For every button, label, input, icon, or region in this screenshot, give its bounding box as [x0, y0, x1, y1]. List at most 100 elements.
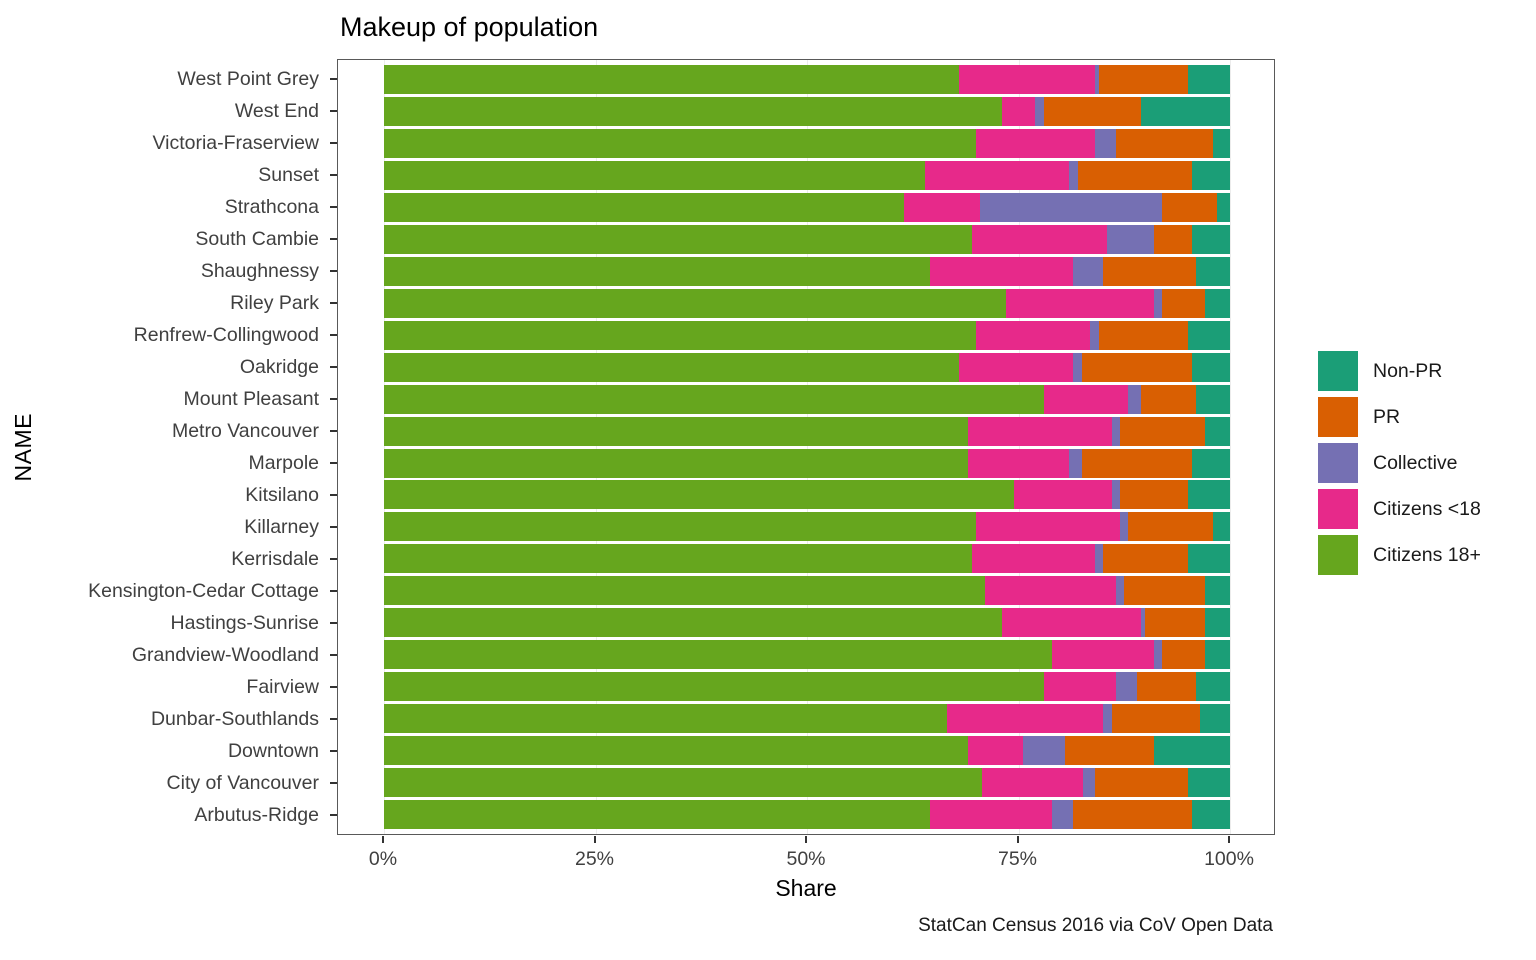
bar-segment-collective — [1094, 129, 1116, 159]
y-tick-mark — [330, 302, 337, 304]
y-tick-cell — [330, 543, 337, 575]
bar-segment-citizens-18 — [904, 193, 981, 223]
bar-segment-collective — [1052, 799, 1074, 829]
bar-row — [384, 287, 1230, 319]
stacked-bar — [384, 288, 1230, 318]
bar-row — [384, 798, 1230, 830]
legend-key-citizens-18 — [1318, 489, 1358, 529]
y-tick-mark — [330, 558, 337, 560]
stacked-bar — [384, 608, 1230, 638]
bar-segment-collective — [1153, 288, 1163, 318]
y-tick-cell — [330, 159, 337, 191]
bar-segment-collective — [980, 193, 1163, 223]
y-axis-label: Kensington-Cedar Cottage — [88, 579, 319, 602]
y-axis-label: City of Vancouver — [166, 771, 319, 794]
bar-segment-non-pr — [1196, 671, 1230, 701]
y-tick-cell — [330, 191, 337, 223]
bar-segment-non-pr — [1191, 161, 1230, 191]
stacked-bar — [384, 544, 1230, 574]
stacked-bar — [384, 512, 1230, 542]
x-tick-mark — [1016, 836, 1019, 843]
bar-row — [384, 511, 1230, 543]
y-tick-cell — [330, 735, 337, 767]
bar-segment-non-pr — [1213, 512, 1230, 542]
bar-segment-citizens-18 — [384, 767, 982, 797]
bar-segment-non-pr — [1191, 225, 1230, 255]
y-axis-label: Dunbar-Southlands — [150, 707, 319, 730]
y-tick-cell — [330, 287, 337, 319]
bar-segment-citizens-18 — [384, 193, 905, 223]
bar-segment-citizens-18 — [384, 544, 972, 574]
bar-segment-non-pr — [1187, 320, 1230, 350]
legend-item-citizens-18: Citizens 18+ — [1318, 535, 1481, 575]
bar-segment-citizens-18 — [929, 256, 1074, 286]
y-axis-label: Hastings-Sunrise — [170, 611, 319, 634]
bar-segment-citizens-18 — [384, 608, 1002, 638]
bar-segment-citizens-18 — [981, 767, 1083, 797]
legend-label: Collective — [1373, 451, 1458, 474]
bar-segment-non-pr — [1187, 480, 1230, 510]
bar-row — [384, 543, 1230, 575]
y-axis-label: Shaughnessy — [200, 259, 319, 282]
bar-segment-citizens-18 — [1001, 97, 1036, 127]
chart-title: Makeup of population — [340, 12, 599, 42]
grid-line — [384, 60, 385, 834]
bar-segment-collective — [1073, 256, 1104, 286]
bar-row — [384, 256, 1230, 288]
legend-label: Citizens <18 — [1373, 497, 1481, 520]
bar-segment-collective — [1094, 544, 1104, 574]
bar-segment-collective — [1128, 384, 1142, 414]
grid-line — [595, 60, 597, 834]
bar-segment-citizens-18 — [967, 448, 1070, 478]
x-tick-label: 75% — [997, 848, 1038, 870]
bar-segment-citizens-18 — [959, 352, 1074, 382]
bar-segment-citizens-18 — [384, 640, 1053, 670]
y-tick-mark — [330, 718, 337, 720]
y-tick-mark — [330, 494, 337, 496]
bar-segment-citizens-18 — [1043, 384, 1129, 414]
bar-segment-collective — [1111, 416, 1120, 446]
y-tick-cell — [330, 319, 337, 351]
stacked-bar — [384, 320, 1230, 350]
bar-segment-pr — [1098, 65, 1188, 95]
bar-segment-pr — [1073, 799, 1192, 829]
bar-segment-collective — [1094, 65, 1099, 95]
stacked-bar — [384, 225, 1230, 255]
legend-label: Citizens 18+ — [1373, 543, 1481, 566]
bar-segment-pr — [1136, 671, 1197, 701]
bar-segment-citizens-18 — [384, 416, 968, 446]
y-tick-cell — [330, 415, 337, 447]
y-tick-mark — [330, 526, 337, 528]
y-tick-mark — [330, 590, 337, 592]
bar-row — [384, 415, 1230, 447]
y-axis-label: Oakridge — [239, 355, 319, 378]
bar-segment-citizens-18 — [384, 256, 930, 286]
y-axis-labels: West Point Grey West End Victoria-Fraservi… — [0, 59, 328, 835]
x-tick-mark — [382, 836, 384, 843]
bar-segment-pr — [1162, 640, 1205, 670]
y-tick-mark — [330, 750, 337, 752]
bar-row — [384, 319, 1230, 351]
x-tick-label: 0% — [368, 848, 398, 870]
y-tick-cell — [330, 255, 337, 287]
bar-segment-pr — [1128, 512, 1214, 542]
x-axis-title: Share — [775, 875, 837, 901]
y-tick-mark — [330, 814, 337, 816]
bar-segment-non-pr — [1191, 799, 1230, 829]
grid-line — [807, 60, 808, 834]
y-tick-cell — [330, 63, 337, 95]
bar-segment-non-pr — [1204, 416, 1230, 446]
y-axis-label: Renfrew-Collingwood — [133, 323, 319, 346]
y-axis-label: Kerrisdale — [231, 547, 319, 570]
bar-segment-non-pr — [1204, 640, 1230, 670]
bar-segment-citizens-18 — [1014, 480, 1112, 510]
caption: StatCan Census 2016 via CoV Open Data — [918, 915, 1273, 936]
bar-row — [384, 96, 1230, 128]
grid-layer — [338, 60, 1274, 834]
bar-segment-citizens-18 — [1005, 288, 1154, 318]
bar-segment-citizens-18 — [384, 480, 1015, 510]
stacked-bar — [384, 65, 1230, 95]
y-tick-cell — [330, 607, 337, 639]
plot-panel — [337, 59, 1275, 835]
bar-segment-pr — [1141, 384, 1197, 414]
